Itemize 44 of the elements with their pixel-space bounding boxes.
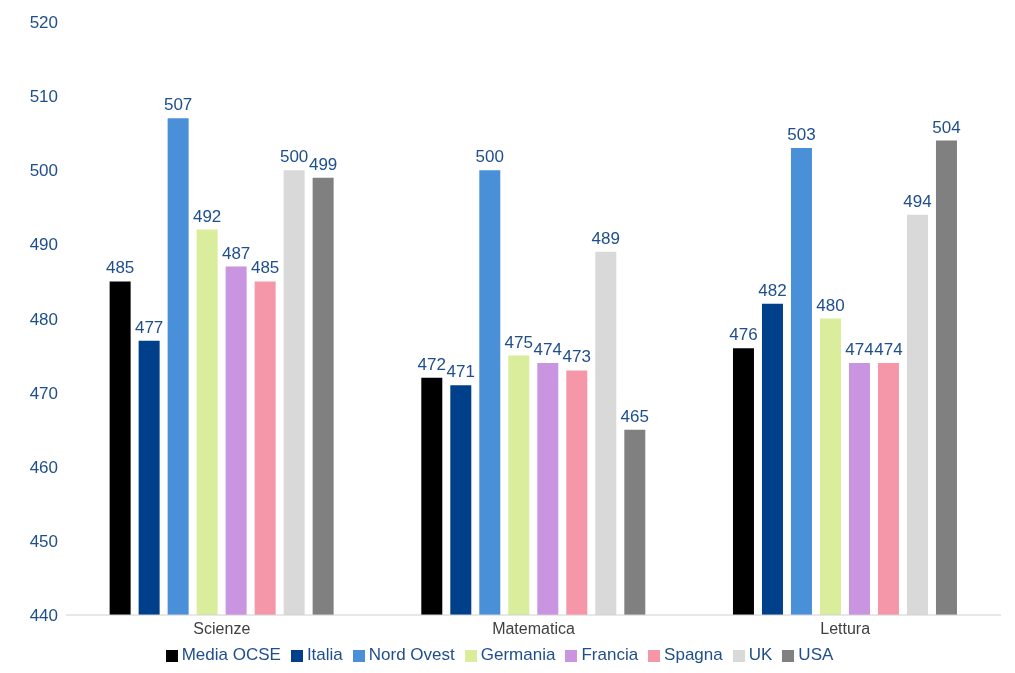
data-label: 489 <box>591 228 620 248</box>
data-label: 500 <box>279 147 309 167</box>
legend-label: Spagna <box>664 645 723 664</box>
data-label: 494 <box>903 191 932 211</box>
data-label: 477 <box>134 317 164 337</box>
legend-label: Media OCSE <box>181 645 281 664</box>
legend-label: Nord Ovest <box>368 645 455 664</box>
x-tick-label: Lettura <box>820 620 871 638</box>
x-tick-label: Matematica <box>492 620 575 638</box>
data-label: 507 <box>163 95 193 115</box>
data-label: 472 <box>417 354 446 374</box>
data-label: 474 <box>874 339 903 359</box>
data-label: 482 <box>758 280 787 300</box>
y-tick-label: 450 <box>29 531 58 551</box>
data-label: 475 <box>504 332 533 352</box>
data-label: 500 <box>475 147 504 167</box>
data-label: 504 <box>932 117 961 137</box>
data-label: 476 <box>729 325 758 345</box>
y-tick-label: 500 <box>29 161 58 181</box>
y-tick-label: 440 <box>29 606 58 626</box>
y-tick-label: 490 <box>29 235 58 255</box>
legend-label: Francia <box>581 645 639 664</box>
data-label: 465 <box>620 406 649 426</box>
x-tick-label: Scienze <box>193 620 251 638</box>
data-label: 480 <box>816 295 845 315</box>
data-label: 499 <box>308 154 338 174</box>
data-label: 503 <box>787 125 816 145</box>
data-label: 473 <box>562 347 591 367</box>
data-label: 474 <box>533 339 562 359</box>
legend-label: USA <box>798 645 834 664</box>
y-tick-label: 470 <box>29 383 58 403</box>
legend-label: Germania <box>480 645 556 664</box>
legend-label: UK <box>748 645 773 664</box>
y-tick-label: 520 <box>29 13 58 33</box>
data-label: 474 <box>845 339 874 359</box>
data-label: 485 <box>250 258 280 278</box>
data-label: 492 <box>192 206 222 226</box>
y-tick-label: 510 <box>29 87 58 107</box>
y-tick-label: 460 <box>29 457 58 477</box>
data-label: 471 <box>446 362 475 382</box>
legend-label: Italia <box>306 645 343 664</box>
data-label: 487 <box>221 243 251 263</box>
data-label: 485 <box>105 258 135 278</box>
y-tick-label: 480 <box>29 309 58 329</box>
